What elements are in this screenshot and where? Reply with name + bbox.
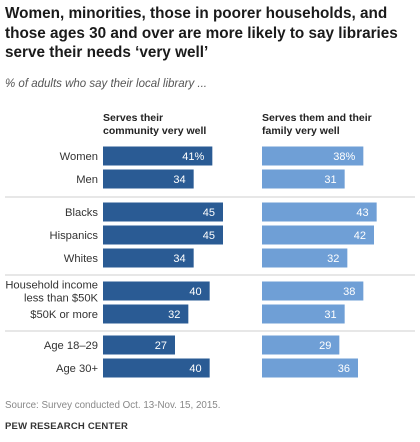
bar-value-label: 27	[155, 340, 167, 352]
category-label: Blacks	[65, 207, 98, 219]
bar-community	[103, 335, 175, 355]
bar-value-label: 31	[324, 174, 336, 186]
bar-value-label: 42	[354, 230, 366, 242]
category-label: $50K or more	[30, 309, 98, 321]
column-header-family: Serves them and their family very well	[262, 112, 372, 137]
bar-family	[262, 225, 374, 245]
bar-value-label: 45	[203, 230, 215, 242]
bar-value-label: 38	[343, 286, 355, 298]
bar-value-label: 34	[173, 253, 185, 265]
bar-community	[103, 281, 210, 301]
bar-value-label: 41%	[182, 151, 204, 163]
source-note: Source: Survey conducted Oct. 13-Nov. 15…	[5, 400, 221, 411]
bar-family	[262, 304, 345, 324]
bar-community	[103, 202, 223, 222]
column-header-line: community very well	[103, 124, 207, 137]
bar-family	[262, 146, 364, 166]
category-label: Whites	[64, 253, 99, 265]
bar-community	[103, 304, 189, 324]
bar-community	[103, 248, 194, 268]
bar-value-label: 32	[168, 309, 180, 321]
bar-community	[103, 225, 223, 245]
chart-subtitle: % of adults who say their local library …	[5, 78, 207, 90]
chart-title: Women, minorities, those in poorer house…	[5, 5, 398, 61]
bar-value-label: 31	[324, 309, 336, 321]
category-label: Hispanics	[50, 230, 99, 242]
bar-community	[103, 169, 194, 189]
brand-logo-text: PEW RESEARCH CENTER	[5, 421, 129, 432]
column-header-line: Serves their	[103, 112, 164, 124]
bar-family	[262, 358, 358, 378]
column-header-line: Serves them and their	[262, 112, 372, 124]
category-label: Household income	[5, 280, 98, 292]
bar-value-label: 40	[189, 286, 201, 298]
bar-family	[262, 169, 345, 189]
bar-value-label: 40	[189, 363, 201, 375]
bar-value-label: 36	[338, 363, 350, 375]
bar-family	[262, 281, 364, 301]
bar-value-label: 34	[173, 174, 185, 186]
category-label: less than $50K	[24, 293, 99, 305]
category-label: Women	[60, 151, 98, 163]
column-header-community: Serves their community very well	[103, 112, 206, 137]
bar-community	[103, 358, 210, 378]
bar-family	[262, 202, 377, 222]
column-header-line: family very well	[262, 124, 340, 137]
bar-value-label: 29	[319, 340, 331, 352]
bar-value-label: 32	[327, 253, 339, 265]
bar-value-label: 38%	[333, 151, 355, 163]
bar-value-label: 45	[203, 207, 215, 219]
category-label: Age 18–29	[44, 340, 98, 352]
category-label: Age 30+	[56, 363, 98, 375]
category-label: Men	[76, 174, 98, 186]
bar-value-label: 43	[356, 207, 368, 219]
bar-community	[103, 146, 213, 166]
bar-family	[262, 335, 340, 355]
bar-family	[262, 248, 348, 268]
